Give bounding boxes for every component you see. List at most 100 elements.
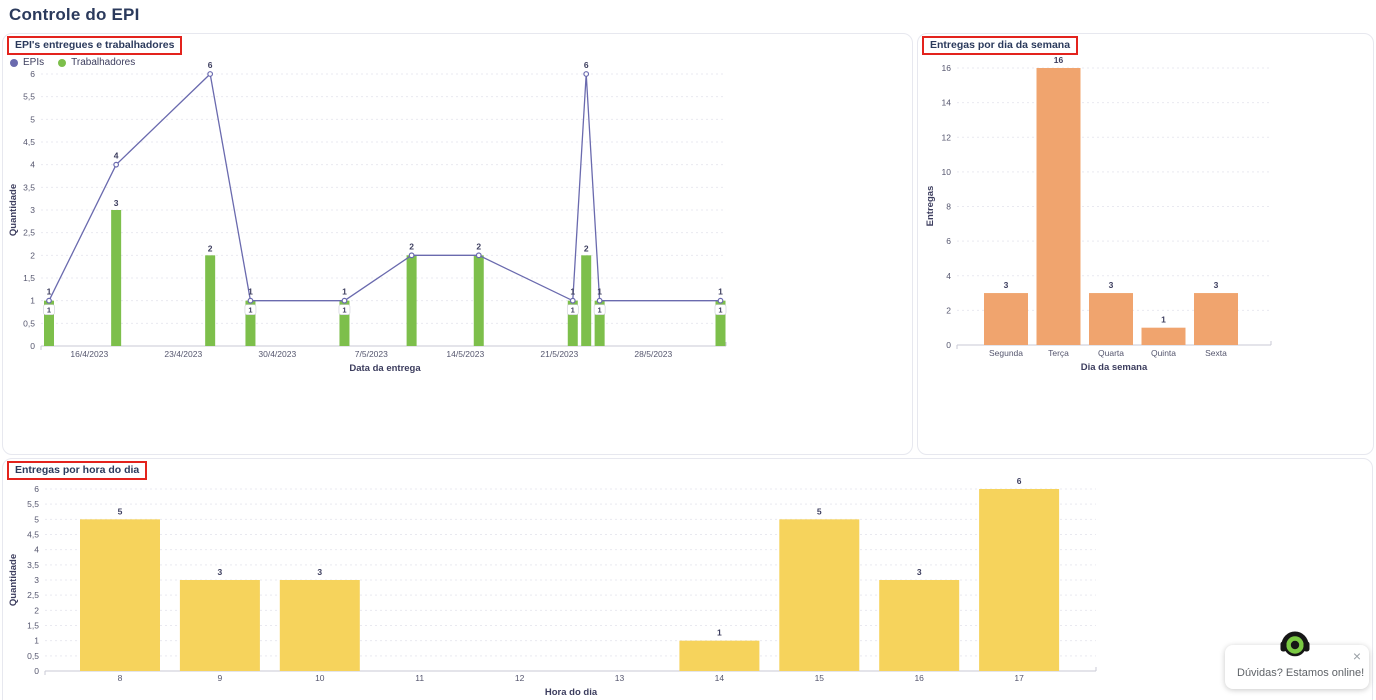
svg-text:Quinta: Quinta [1151, 348, 1176, 358]
svg-text:Sexta: Sexta [1205, 348, 1227, 358]
svg-text:11: 11 [415, 673, 424, 683]
svg-text:1,5: 1,5 [27, 621, 39, 631]
svg-text:1: 1 [570, 287, 575, 297]
svg-text:5,5: 5,5 [23, 92, 35, 102]
svg-text:Entregas: Entregas [925, 186, 936, 227]
epis-trabalhadores-chart[interactable]: 0 0,5 1 1,5 2 2,5 3 3,5 4 4,5 5 5,5 6 Data da entrega… [3, 34, 912, 454]
svg-text:Hora do dia: Hora do dia [545, 687, 598, 698]
svg-text:2: 2 [584, 243, 589, 253]
legend-item-trabalhadores[interactable]: Trabalhadores [58, 57, 135, 68]
svg-text:1: 1 [717, 628, 722, 638]
epis-legend-dot-icon [10, 58, 18, 67]
svg-text:13: 13 [615, 673, 625, 683]
svg-text:1: 1 [597, 287, 602, 297]
chart-legend: EPIs Trabalhadores [10, 57, 135, 68]
svg-text:Quantidade: Quantidade [8, 184, 19, 236]
svg-text:1: 1 [248, 287, 253, 297]
svg-text:3: 3 [917, 567, 922, 577]
svg-text:4: 4 [30, 160, 35, 170]
svg-text:3: 3 [218, 567, 223, 577]
svg-text:6: 6 [208, 60, 213, 70]
svg-text:1: 1 [30, 296, 35, 306]
svg-text:16: 16 [1054, 55, 1064, 65]
svg-text:16: 16 [914, 673, 924, 683]
svg-text:2: 2 [409, 241, 414, 251]
entregas-dia-semana-chart[interactable]: 0 2 4 6 8 10 12 14 16 Dia da semana Entregas Segund… [918, 34, 1373, 454]
entregas-hora-dia-chart[interactable]: 0 0,5 1 1,5 2 2,5 3 3,5 4 4,5 5 5,5 6 Hora do dia Quan… [3, 459, 1372, 700]
svg-text:Data da entrega: Data da entrega [349, 363, 421, 374]
svg-text:4,5: 4,5 [27, 530, 39, 540]
svg-text:5: 5 [118, 506, 123, 516]
svg-text:3: 3 [317, 567, 322, 577]
svg-text:1: 1 [47, 287, 52, 297]
svg-text:3: 3 [1109, 280, 1114, 290]
svg-text:1,5: 1,5 [23, 273, 35, 283]
svg-text:14/5/2023: 14/5/2023 [446, 349, 484, 359]
svg-text:5: 5 [30, 114, 35, 124]
legend-item-epis[interactable]: EPIs [10, 57, 44, 68]
chart-title-hora-dia: Entregas por hora do dia [7, 461, 148, 480]
svg-text:3: 3 [30, 205, 35, 215]
svg-text:6: 6 [1017, 476, 1022, 486]
support-headset-logo-icon[interactable] [1277, 626, 1313, 662]
svg-text:8: 8 [118, 673, 123, 683]
chart-card-hora-dia: Entregas por hora do dia 0 0,5 1 1,5 2 2,5 3 3,… [2, 458, 1373, 700]
svg-text:4: 4 [946, 271, 951, 281]
svg-text:15: 15 [815, 673, 825, 683]
svg-text:2: 2 [34, 605, 39, 615]
svg-text:5,5: 5,5 [27, 499, 39, 509]
svg-text:4: 4 [114, 151, 119, 161]
svg-text:8: 8 [946, 202, 951, 212]
trabalhadores-legend-dot-icon [58, 58, 67, 67]
svg-text:0,5: 0,5 [23, 318, 35, 328]
svg-text:Segunda: Segunda [989, 348, 1023, 358]
svg-text:1: 1 [718, 287, 723, 297]
chart-title-epis-trabalhadores: EPI's entregues e trabalhadores [7, 36, 183, 55]
svg-text:28/5/2023: 28/5/2023 [634, 349, 672, 359]
legend-label-epis: EPIs [23, 57, 45, 68]
svg-text:2,5: 2,5 [27, 590, 39, 600]
chart-title-dia-semana: Entregas por dia da semana [922, 36, 1079, 55]
svg-text:14: 14 [942, 98, 952, 108]
svg-text:23/4/2023: 23/4/2023 [164, 349, 202, 359]
svg-text:2: 2 [476, 241, 481, 251]
svg-text:1: 1 [598, 306, 602, 315]
svg-text:0: 0 [30, 341, 35, 351]
svg-text:3: 3 [114, 198, 119, 208]
svg-text:30/4/2023: 30/4/2023 [258, 349, 296, 359]
svg-text:Dia da semana: Dia da semana [1081, 362, 1148, 373]
svg-text:16/4/2023: 16/4/2023 [70, 349, 108, 359]
svg-text:5: 5 [34, 514, 39, 524]
svg-text:6: 6 [584, 60, 589, 70]
svg-text:3: 3 [1214, 280, 1219, 290]
svg-text:1: 1 [342, 287, 347, 297]
svg-text:12: 12 [942, 132, 952, 142]
svg-text:1: 1 [248, 306, 252, 315]
svg-text:1: 1 [342, 306, 346, 315]
svg-text:10: 10 [315, 673, 325, 683]
svg-text:2: 2 [946, 305, 951, 315]
svg-text:Terça: Terça [1048, 348, 1069, 358]
svg-text:6: 6 [946, 236, 951, 246]
svg-text:5: 5 [817, 506, 822, 516]
svg-text:2: 2 [208, 243, 213, 253]
svg-text:1: 1 [718, 306, 722, 315]
svg-text:0,5: 0,5 [27, 651, 39, 661]
chat-close-icon[interactable]: × [1352, 648, 1361, 664]
svg-text:1: 1 [47, 306, 51, 315]
svg-text:10: 10 [942, 167, 952, 177]
svg-text:6: 6 [30, 69, 35, 79]
svg-text:16: 16 [942, 63, 952, 73]
svg-text:1: 1 [1161, 315, 1166, 325]
svg-text:Quarta: Quarta [1098, 348, 1124, 358]
svg-text:1: 1 [571, 306, 575, 315]
chat-message: Dúvidas? Estamos online! [1237, 667, 1365, 679]
svg-text:4,5: 4,5 [23, 137, 35, 147]
svg-text:3,5: 3,5 [27, 560, 39, 570]
svg-text:7/5/2023: 7/5/2023 [355, 349, 388, 359]
svg-text:6: 6 [34, 484, 39, 494]
svg-text:12: 12 [515, 673, 525, 683]
chart-card-dia-semana: Entregas por dia da semana 0 2 4 6 8 10 12 14 16… [917, 33, 1374, 455]
svg-text:17: 17 [1014, 673, 1024, 683]
